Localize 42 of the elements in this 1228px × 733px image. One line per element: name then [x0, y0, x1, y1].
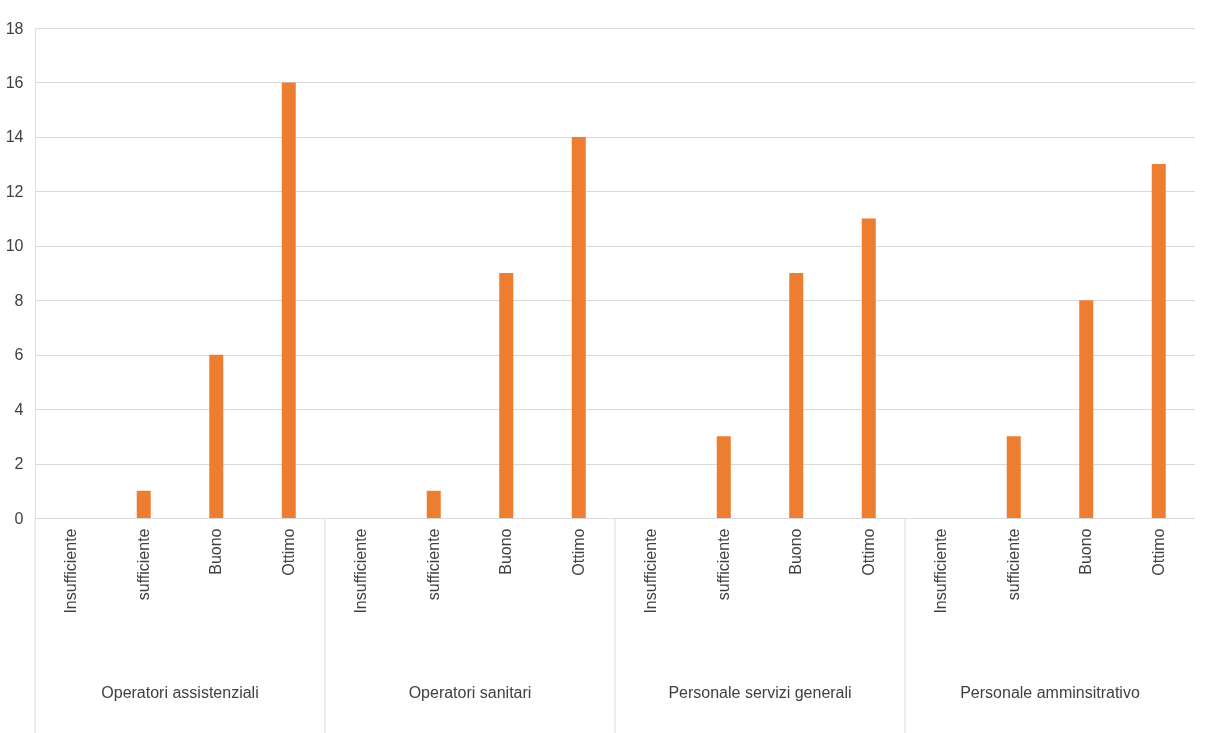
x-tick-label: Insufficiente — [62, 528, 80, 614]
y-tick-label: 12 — [5, 182, 24, 200]
bar — [281, 82, 296, 518]
x-tick-label: sufficiente — [714, 528, 732, 601]
x-tick-label: Insufficiente — [352, 528, 370, 614]
x-tick-label: Buono — [497, 528, 515, 575]
bar — [716, 436, 731, 518]
y-tick-label: 14 — [5, 128, 24, 146]
text: Personale servizi generali — [668, 684, 852, 701]
y-tick-label: 6 — [14, 346, 24, 364]
text: Operatori assistenziali — [101, 684, 259, 701]
text: Personale amminsitrativo — [960, 684, 1140, 701]
x-tick-label: Insufficiente — [932, 528, 950, 614]
x-tick-label: sufficiente — [1004, 528, 1022, 601]
y-tick-label: 16 — [5, 73, 24, 91]
bar — [426, 490, 441, 518]
x-tick-label: Ottimo — [569, 528, 587, 576]
y-tick-label: 0 — [14, 509, 24, 527]
bar — [1006, 436, 1021, 518]
y-tick-label: 2 — [14, 455, 24, 473]
x-tick-label: Buono — [1077, 528, 1095, 575]
y-tick-label: 18 — [5, 19, 24, 37]
x-tick-label: Insufficiente — [642, 528, 660, 614]
bar — [499, 273, 514, 518]
bar — [571, 136, 586, 518]
x-tick-label: Ottimo — [279, 528, 297, 576]
x-tick-label: Ottimo — [859, 528, 877, 576]
x-tick-label: Buono — [787, 528, 805, 575]
text: Operatori sanitari — [408, 684, 532, 701]
bar — [789, 273, 804, 518]
x-tick-label: sufficiente — [134, 528, 152, 601]
y-tick-label: 10 — [5, 237, 24, 255]
x-tick-label: Buono — [207, 528, 225, 575]
bar — [136, 490, 151, 518]
x-tick-label: Ottimo — [1149, 528, 1167, 576]
bar — [1151, 164, 1166, 518]
bar — [1079, 300, 1094, 518]
x-tick-label: sufficiente — [424, 528, 442, 601]
bar — [209, 354, 224, 518]
y-tick-label: 4 — [14, 400, 24, 418]
y-tick-label: 8 — [14, 291, 24, 309]
bar — [861, 218, 876, 518]
